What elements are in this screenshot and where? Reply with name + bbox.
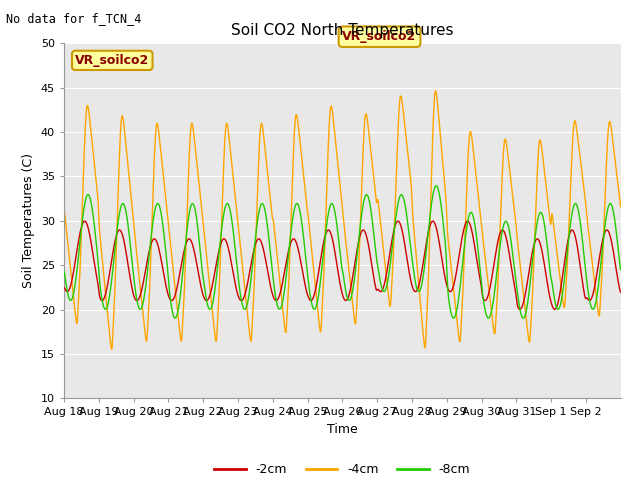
Y-axis label: Soil Temperatures (C): Soil Temperatures (C) [22,153,35,288]
Title: Soil CO2 North Temperatures: Soil CO2 North Temperatures [231,23,454,38]
Text: VR_soilco2: VR_soilco2 [342,30,417,43]
Legend: -2cm, -4cm, -8cm: -2cm, -4cm, -8cm [209,458,476,480]
Text: No data for f_TCN_4: No data for f_TCN_4 [6,12,142,25]
X-axis label: Time: Time [327,423,358,436]
Text: VR_soilco2: VR_soilco2 [75,54,149,67]
